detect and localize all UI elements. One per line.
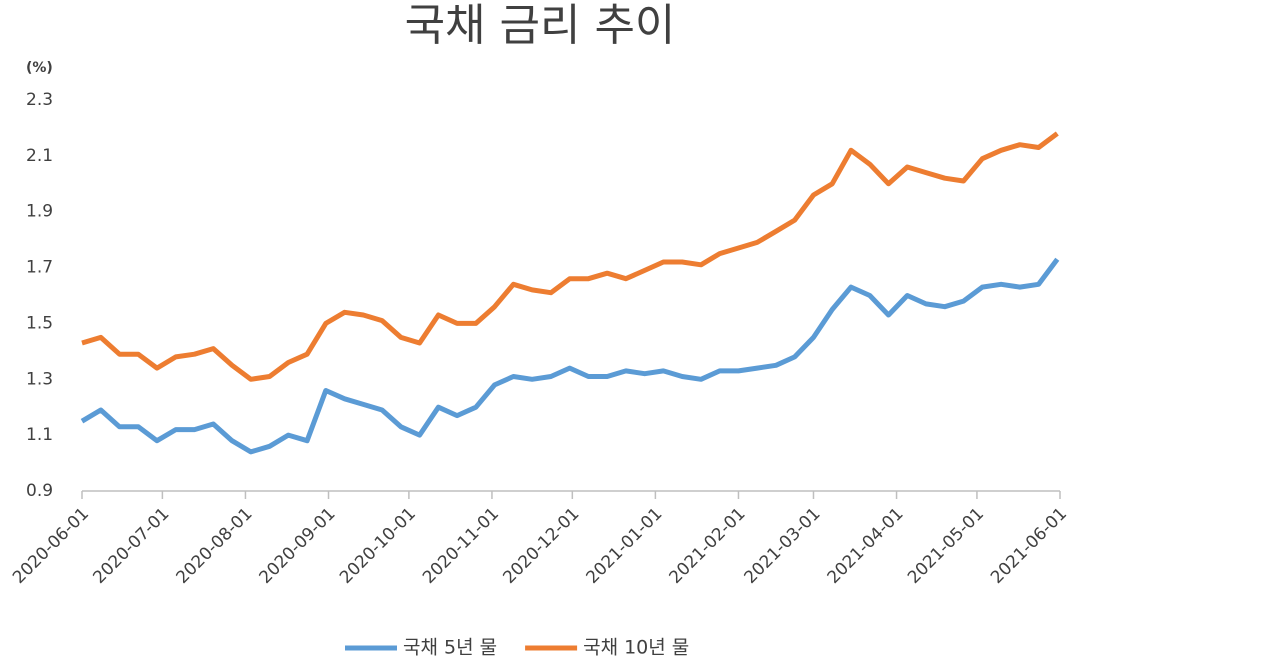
x-tick-label: 2020-08-01 [173, 504, 257, 588]
line [81, 131, 1059, 382]
y-tick-label: 1.1 [26, 425, 53, 445]
x-tick-label: 2020-11-01 [419, 504, 503, 588]
x-tick-label: 2021-02-01 [666, 504, 750, 588]
chart-title: 국채 금리 추이 [405, 0, 676, 51]
line [80, 257, 1060, 455]
x-tick-label: 2021-04-01 [824, 504, 908, 588]
y-tick-label: 2.1 [26, 146, 53, 166]
x-tick-label: 2020-12-01 [499, 504, 583, 588]
y-axis-unit: (%) [26, 60, 53, 76]
x-tick-label: 2020-06-01 [9, 504, 93, 588]
x-tick-label: 2020-10-01 [336, 504, 420, 588]
x-tick-label: 2021-01-01 [582, 504, 666, 588]
x-tick-label: 2021-06-01 [987, 504, 1071, 588]
y-tick-label: 1.9 [26, 202, 53, 222]
legend-label: 국채 10년 물 [583, 637, 689, 659]
y-tick-label: 1.7 [26, 258, 53, 278]
y-tick-label: 1.5 [26, 313, 53, 333]
y-tick-label: 2.3 [26, 90, 53, 110]
x-tick-label: 2021-05-01 [904, 504, 988, 588]
x-tick-label: 2020-09-01 [256, 504, 340, 588]
y-tick-label: 1.3 [26, 369, 53, 389]
x-tick-label: 2021-03-01 [741, 504, 825, 588]
y-tick-label: 0.9 [26, 481, 53, 501]
legend-label: 국채 5년 물 [403, 637, 497, 659]
x-tick-label: 2020-07-01 [89, 504, 173, 588]
